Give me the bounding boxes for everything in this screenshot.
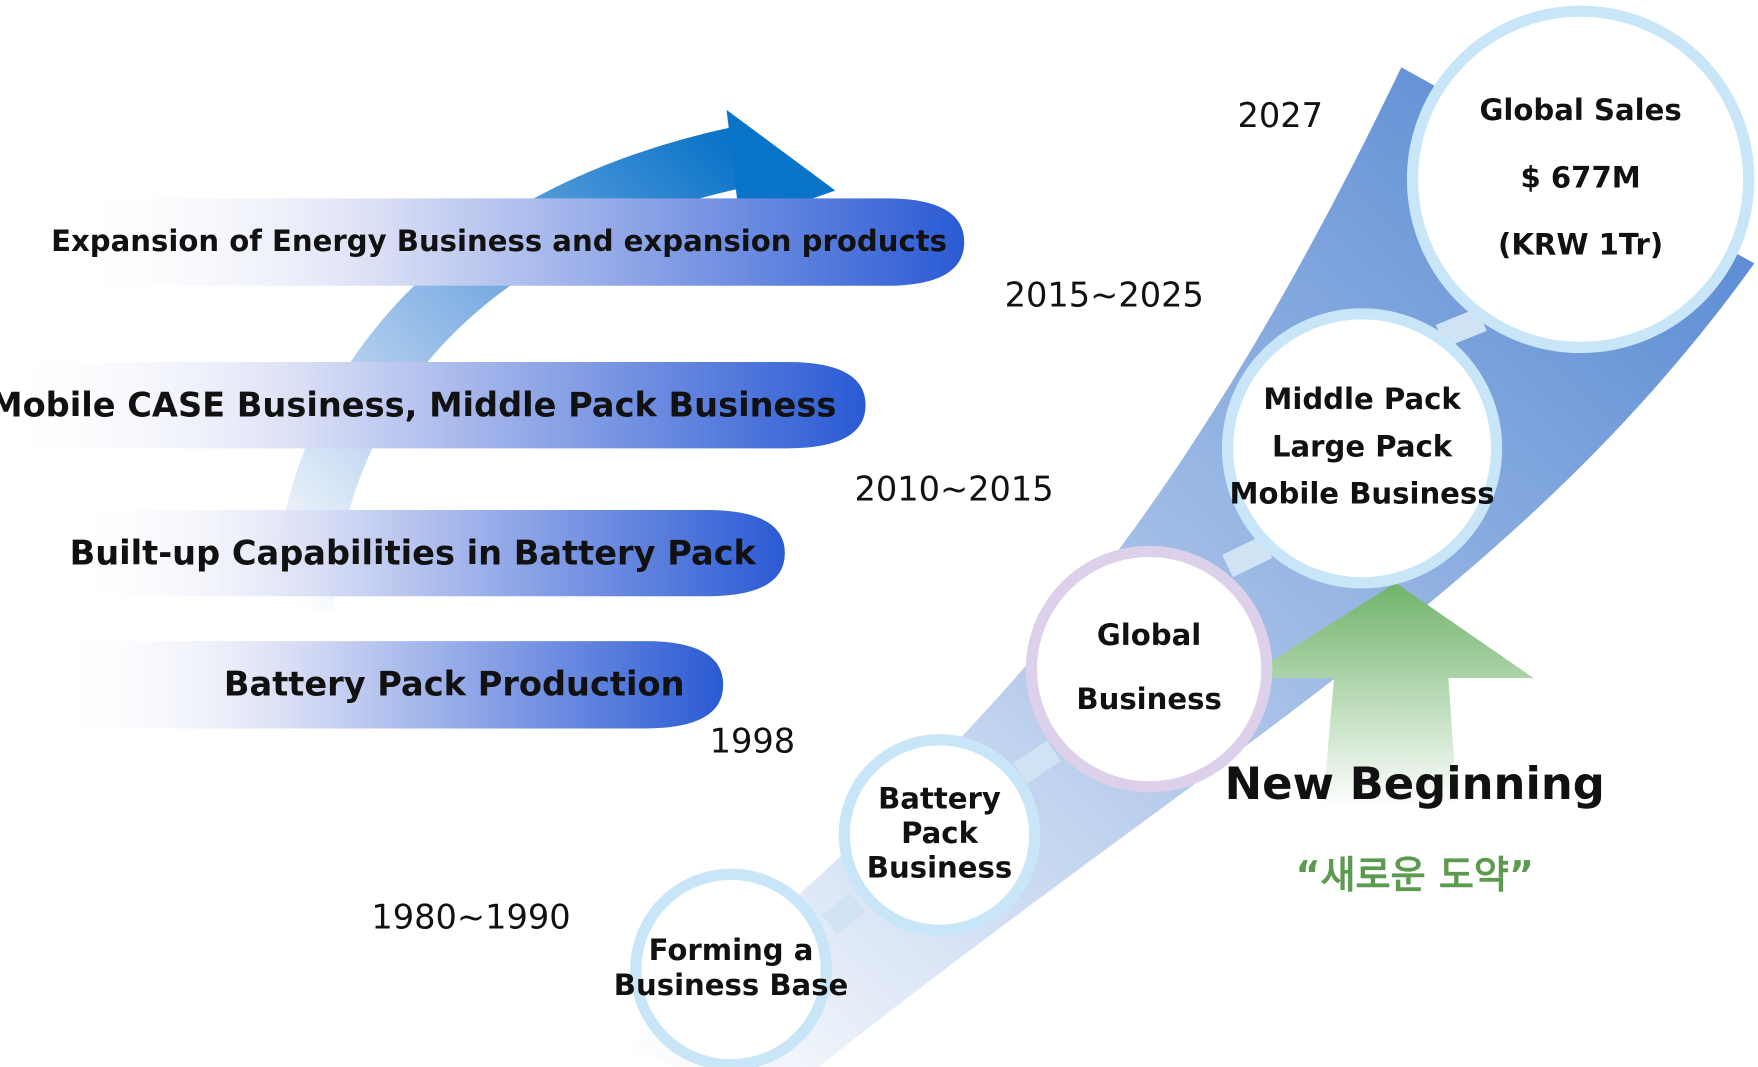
connector-arrow	[821, 892, 866, 935]
stage-circle	[1406, 5, 1755, 354]
banner-text: Battery Pack Production	[224, 664, 685, 703]
green-arrow	[1244, 582, 1534, 807]
stage-circle	[838, 734, 1041, 936]
stage-text: Pack	[901, 816, 978, 850]
year-label: 2027	[1237, 96, 1323, 135]
year-label: 1980~1990	[371, 898, 570, 937]
connector-arrow	[1222, 535, 1273, 578]
banner	[56, 641, 724, 729]
banner-text: Expansion of Energy Business and expansi…	[51, 224, 947, 258]
stage-text: Business	[867, 851, 1012, 885]
year-label: 1998	[710, 722, 796, 761]
stage-text: $ 677M	[1521, 160, 1641, 194]
banner	[67, 198, 965, 286]
banner	[67, 509, 785, 597]
stage-text: Forming a	[649, 933, 814, 967]
year-label: 2015~2025	[1005, 276, 1204, 315]
year-label: 2010~2015	[854, 469, 1053, 508]
stage-text: Global	[1097, 618, 1201, 652]
stage-text: (KRW 1Tr)	[1498, 228, 1663, 262]
stage-text: Battery	[878, 781, 1001, 815]
new-beginning-title: New Beginning	[1225, 757, 1605, 810]
banner	[0, 362, 866, 449]
stage-text: Middle Pack	[1263, 382, 1461, 416]
connector-arrow	[1435, 308, 1487, 348]
stage-text: Business	[1076, 682, 1221, 716]
stage-circle	[1025, 545, 1273, 793]
stage-circle	[630, 868, 832, 1067]
curved-arrow-head	[726, 109, 836, 225]
connector-arrow	[1013, 740, 1061, 784]
banner-text: Built-up Capabilities in Battery Pack	[70, 533, 757, 572]
stage-text: Global Sales	[1480, 93, 1682, 127]
stage-text: Mobile Business	[1230, 476, 1495, 510]
stage-circle	[1221, 308, 1503, 589]
stage-text: Business Base	[614, 968, 849, 1002]
stage-text: Large Pack	[1272, 429, 1453, 463]
banner-text: Mobile CASE Business, Middle Pack Busine…	[0, 385, 836, 424]
new-beginning-subtitle: “새로운 도약”	[1295, 853, 1534, 897]
